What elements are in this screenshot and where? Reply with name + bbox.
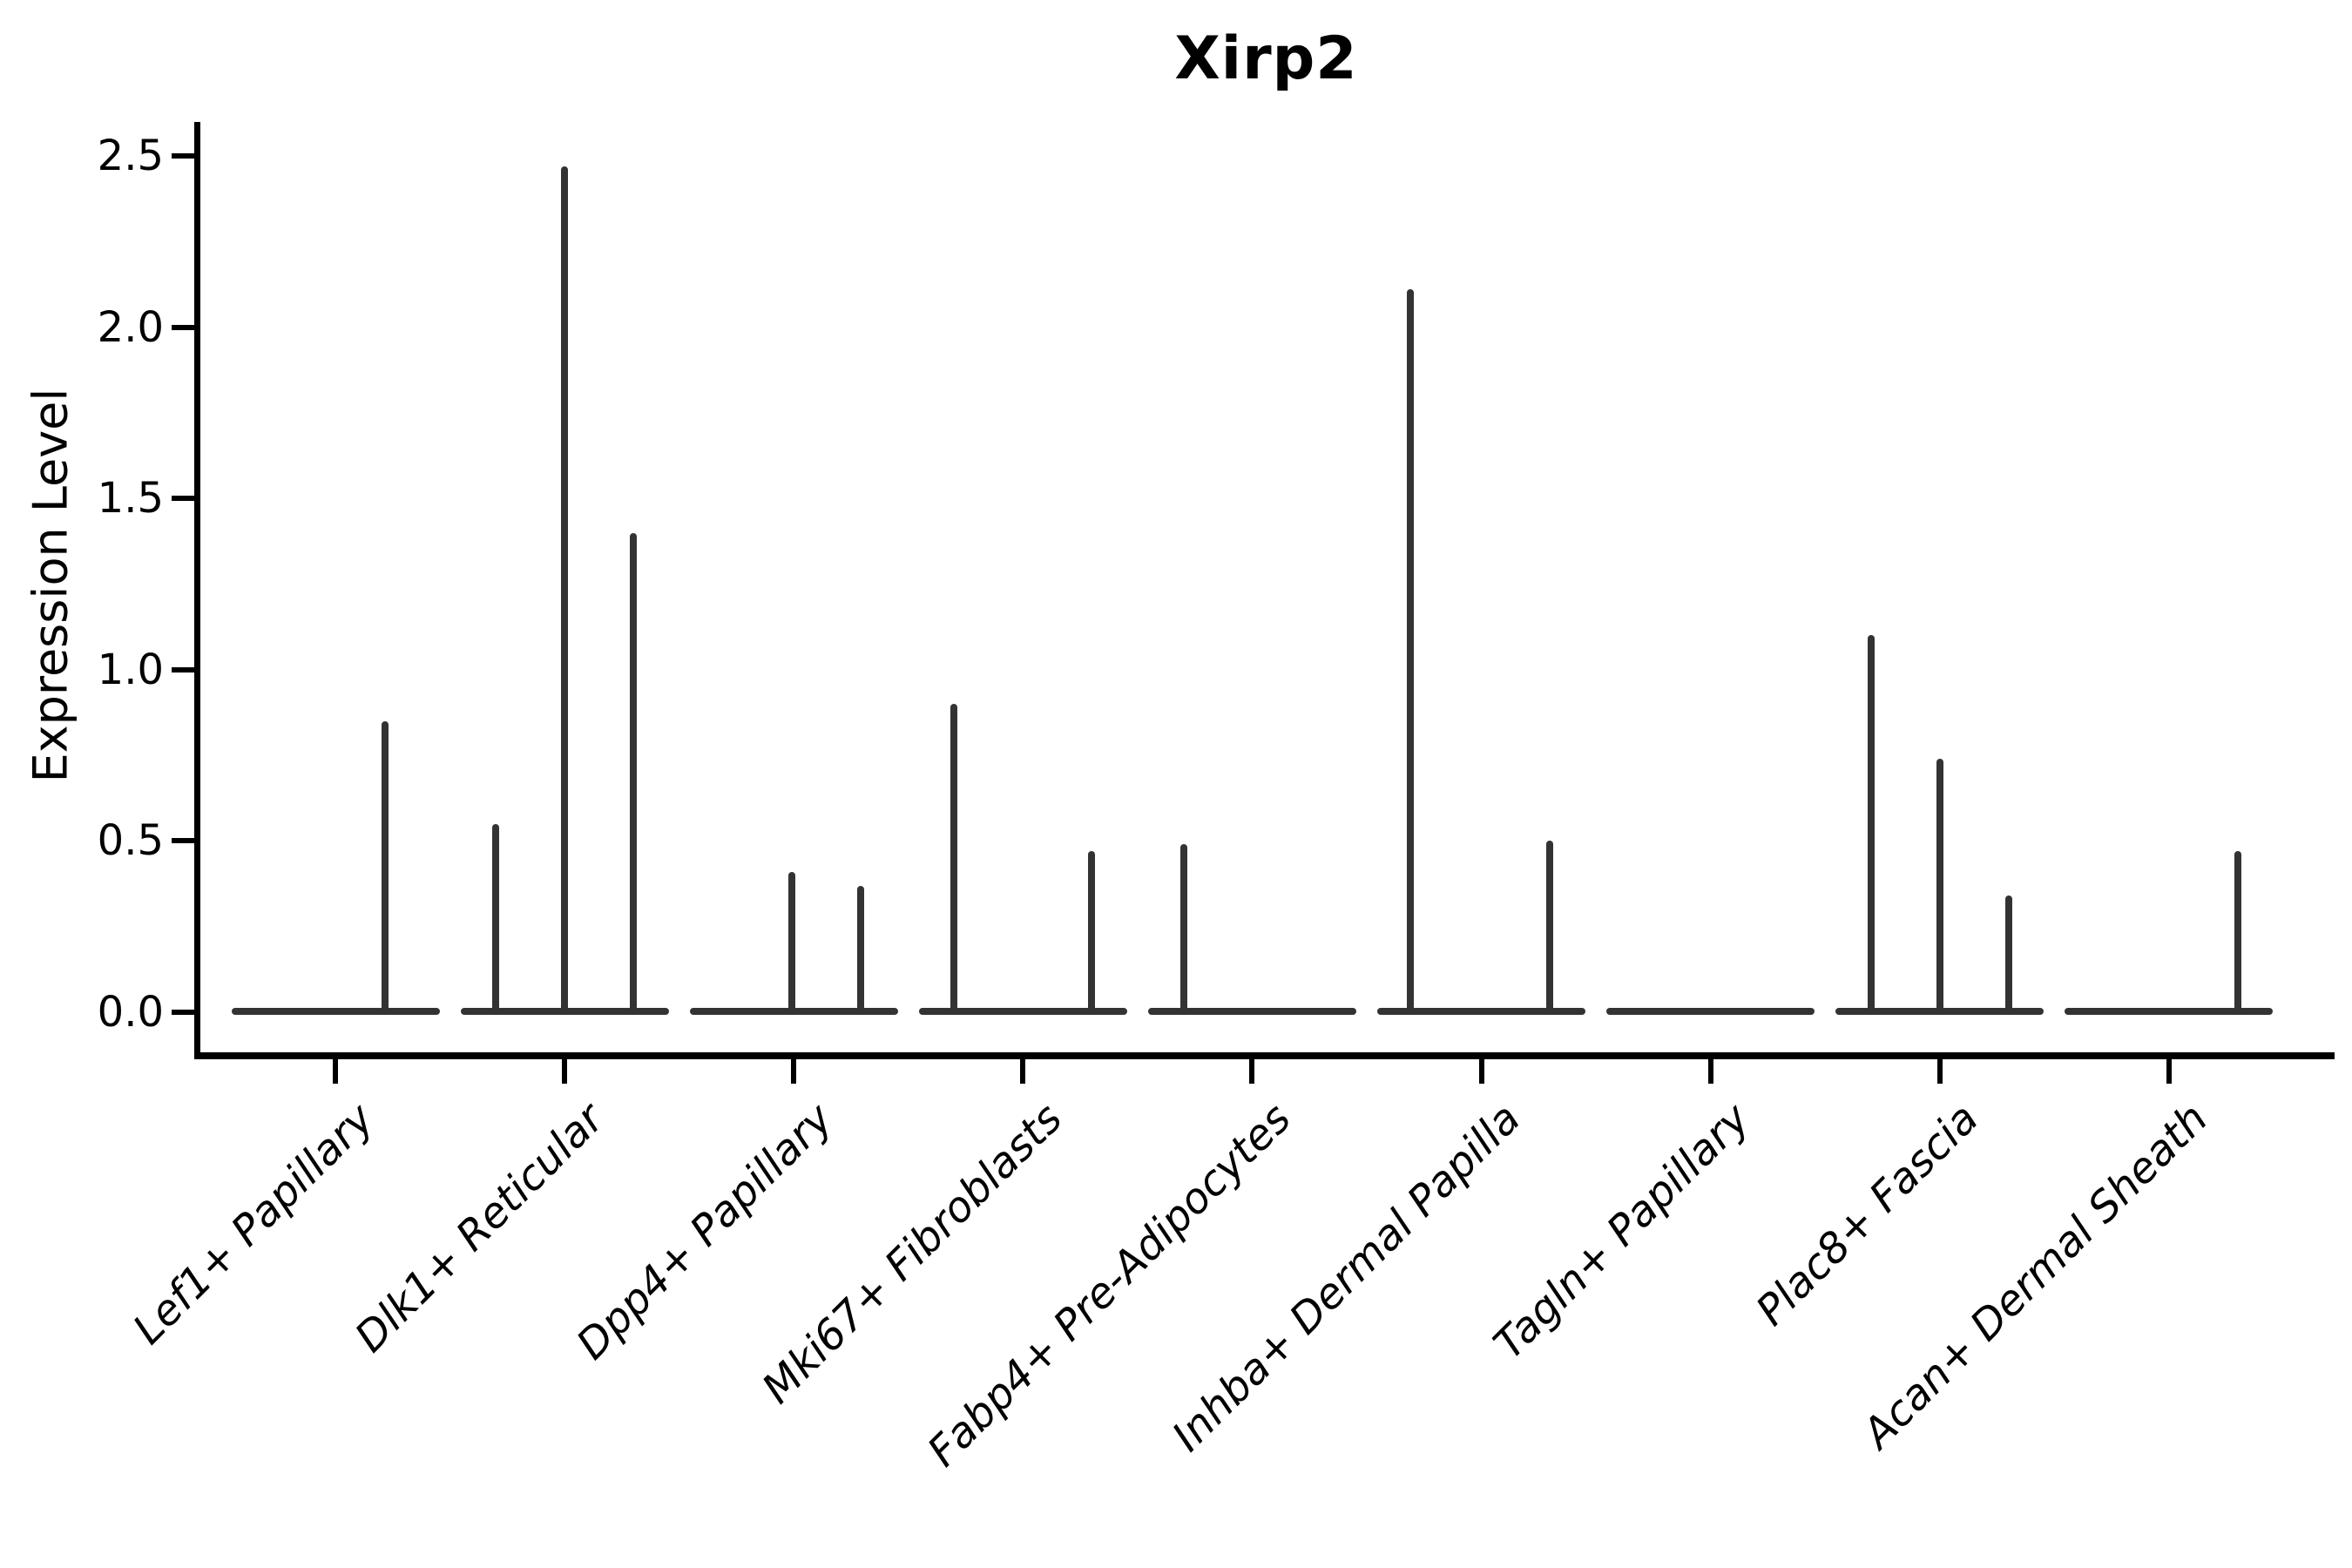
y-axis-spine [194, 122, 200, 1058]
x-tick-label: Fabp4+ Pre-Adipocytes [918, 1094, 1301, 1477]
violin-spike [1088, 851, 1096, 1012]
chart-title: Xirp2 [1174, 24, 1358, 93]
x-tick-label: Dpp4+ Papillary [567, 1094, 842, 1369]
violin-spike [382, 720, 389, 1012]
y-tick-label: 2.5 [97, 132, 164, 180]
violin-spike [1546, 841, 1554, 1012]
x-tick-label: Plac8+ Fascia [1747, 1094, 1989, 1335]
violin-spike [1936, 759, 1943, 1012]
y-tick [172, 153, 194, 159]
x-tick [1020, 1059, 1026, 1084]
violin-spike [492, 823, 500, 1012]
violin-baseline [918, 1008, 1127, 1015]
violin-spike [787, 871, 795, 1012]
y-tick [172, 838, 194, 844]
violin-baseline [231, 1008, 440, 1015]
violin-baseline [1377, 1008, 1585, 1015]
y-tick-label: 1.5 [97, 474, 164, 524]
y-axis-label: Expression Level [23, 388, 78, 783]
x-tick-label: Lef1+ Papillary [124, 1094, 384, 1355]
x-tick [1249, 1059, 1255, 1084]
violin-baseline [1147, 1008, 1356, 1015]
x-tick-label: Tagln+ Papillary [1484, 1094, 1760, 1369]
violin-spike [1407, 289, 1415, 1012]
y-tick-label: 0.0 [97, 988, 164, 1037]
x-tick [2166, 1059, 2172, 1084]
y-tick [172, 1010, 194, 1015]
x-tick [791, 1059, 797, 1084]
y-tick-label: 2.0 [97, 302, 164, 352]
violin-spike [856, 885, 864, 1012]
violin-spike [1179, 844, 1187, 1012]
violin-baseline [1606, 1008, 1815, 1015]
violin-spike [629, 532, 637, 1012]
y-tick [172, 324, 194, 330]
y-tick-label: 1.0 [97, 645, 164, 694]
x-tick [1478, 1059, 1484, 1084]
violin-baseline [2065, 1008, 2274, 1015]
x-tick [1936, 1059, 1943, 1084]
y-tick [172, 496, 194, 502]
x-axis-spine [194, 1052, 2335, 1059]
x-tick [333, 1059, 338, 1084]
y-tick [172, 666, 194, 672]
x-tick-label: Dlk1+ Reticular [345, 1094, 613, 1362]
x-tick [562, 1059, 568, 1084]
x-tick [1707, 1059, 1713, 1084]
violin-spike [950, 704, 958, 1012]
violin-spike [1867, 635, 1875, 1012]
violin-spike [2004, 896, 2012, 1012]
violin-spike [2234, 851, 2241, 1012]
violin-spike [561, 166, 569, 1012]
y-tick-label: 0.5 [97, 816, 164, 866]
